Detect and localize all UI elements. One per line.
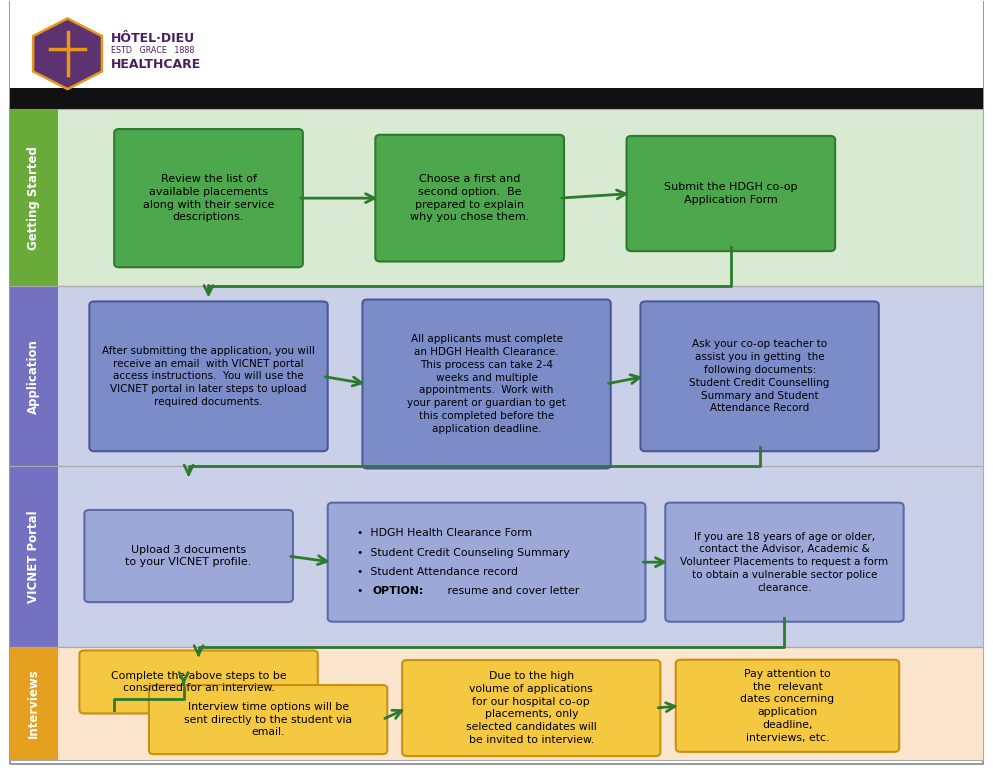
FancyBboxPatch shape (10, 466, 58, 647)
Text: HÔTEL·DIEU: HÔTEL·DIEU (111, 32, 196, 45)
Text: •  Student Credit Counseling Summary: • Student Credit Counseling Summary (357, 548, 570, 558)
FancyBboxPatch shape (10, 286, 983, 466)
Text: VICNET Portal: VICNET Portal (27, 510, 41, 603)
FancyBboxPatch shape (10, 647, 983, 760)
Text: Ask your co-op teacher to
assist you in getting  the
following documents:
Studen: Ask your co-op teacher to assist you in … (689, 339, 830, 413)
Text: After submitting the application, you will
receive an email  with VICNET portal
: After submitting the application, you wi… (102, 346, 315, 407)
FancyBboxPatch shape (84, 510, 293, 602)
FancyBboxPatch shape (10, 0, 983, 88)
Text: Pay attention to
the  relevant
dates concerning
application
deadline,
interviews: Pay attention to the relevant dates conc… (741, 669, 834, 743)
Text: Getting Started: Getting Started (27, 146, 41, 250)
FancyBboxPatch shape (362, 300, 611, 468)
Text: •  HDGH Health Clearance Form: • HDGH Health Clearance Form (357, 528, 532, 538)
Text: •  Student Attendance record: • Student Attendance record (357, 567, 518, 577)
Text: All applicants must complete
an HDGH Health Clearance.
This process can take 2-4: All applicants must complete an HDGH Hea… (407, 334, 566, 434)
FancyBboxPatch shape (375, 135, 564, 261)
Text: ESTD   GRACE   1888: ESTD GRACE 1888 (111, 46, 195, 55)
FancyBboxPatch shape (89, 302, 328, 452)
FancyBboxPatch shape (10, 88, 983, 109)
Text: Application: Application (27, 339, 41, 414)
FancyBboxPatch shape (10, 647, 58, 760)
Text: Upload 3 documents
to your VICNET profile.: Upload 3 documents to your VICNET profil… (125, 545, 252, 568)
FancyBboxPatch shape (10, 466, 983, 647)
FancyBboxPatch shape (328, 502, 645, 622)
FancyBboxPatch shape (640, 302, 879, 452)
Polygon shape (33, 18, 102, 89)
FancyBboxPatch shape (665, 502, 904, 622)
FancyBboxPatch shape (627, 136, 835, 251)
FancyBboxPatch shape (10, 2, 983, 764)
FancyBboxPatch shape (10, 286, 58, 466)
Text: •: • (357, 586, 370, 596)
FancyBboxPatch shape (79, 650, 318, 713)
Text: Review the list of
available placements
along with their service
descriptions.: Review the list of available placements … (143, 174, 274, 223)
Text: HEALTHCARE: HEALTHCARE (111, 58, 202, 71)
Text: Submit the HDGH co-op
Application Form: Submit the HDGH co-op Application Form (664, 182, 797, 205)
Text: If you are 18 years of age or older,
contact the Advisor, Academic &
Volunteer P: If you are 18 years of age or older, con… (680, 531, 889, 593)
Text: Interview time options will be
sent directly to the student via
email.: Interview time options will be sent dire… (184, 702, 353, 737)
Text: Due to the high
volume of applications
for our hospital co-op
placements, only
s: Due to the high volume of applications f… (466, 671, 597, 745)
FancyBboxPatch shape (402, 660, 660, 756)
FancyBboxPatch shape (10, 109, 983, 286)
Text: Interviews: Interviews (27, 669, 41, 738)
Text: Complete the above steps to be
considered for an interview.: Complete the above steps to be considere… (111, 670, 286, 694)
Text: resume and cover letter: resume and cover letter (444, 586, 580, 596)
FancyBboxPatch shape (10, 109, 58, 286)
FancyBboxPatch shape (114, 129, 303, 267)
Text: OPTION:: OPTION: (372, 586, 424, 596)
FancyBboxPatch shape (675, 660, 900, 752)
FancyBboxPatch shape (149, 685, 387, 754)
Text: Choose a first and
second option.  Be
prepared to explain
why you chose them.: Choose a first and second option. Be pre… (410, 174, 529, 223)
